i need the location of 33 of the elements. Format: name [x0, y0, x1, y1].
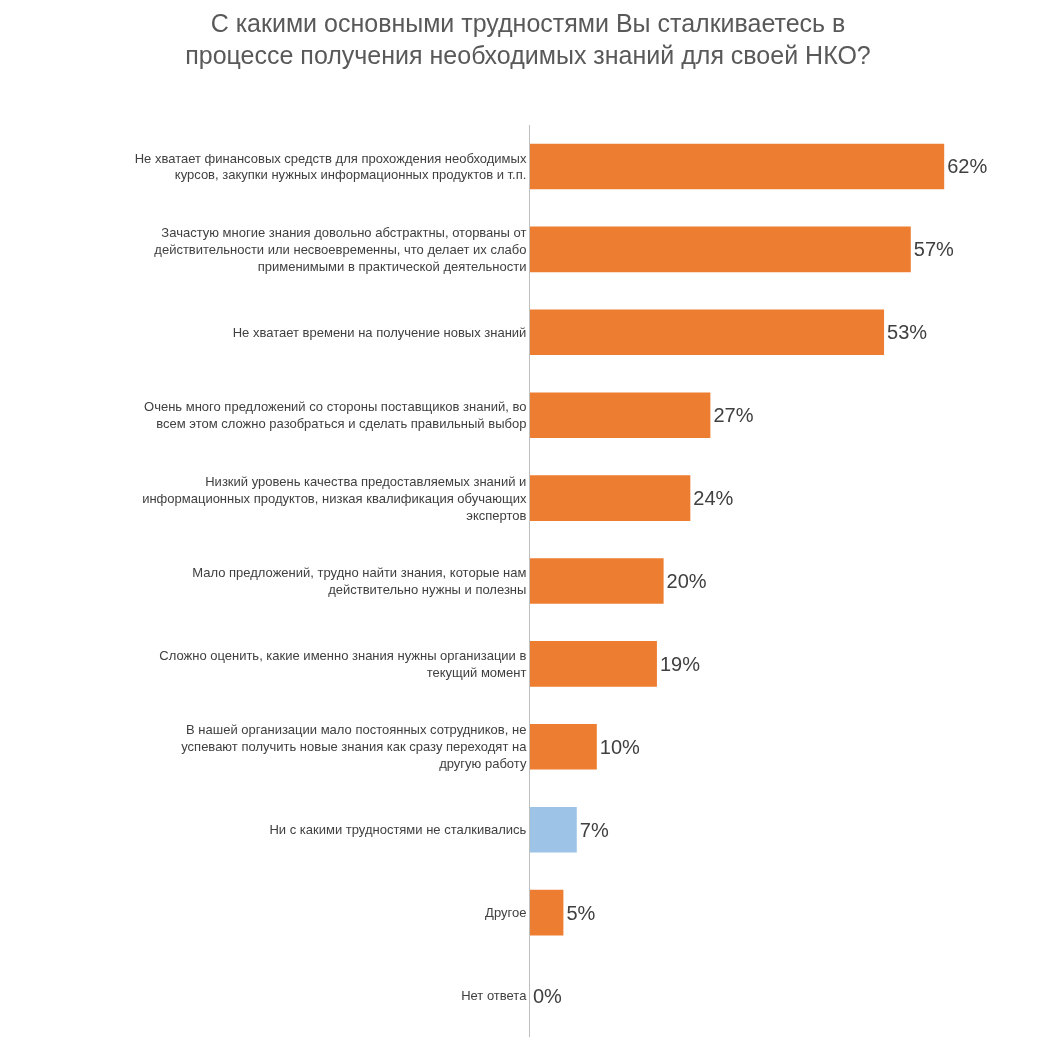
y-tick-label: Сложно оценить, какие именно знания нужны организации в текущий момент [159, 648, 527, 680]
y-tick-label: Не хватает времени на получение новых знаний [232, 324, 527, 340]
data-label: 20% [666, 570, 707, 592]
y-tick-label: Не хватает финансовых средств для прохождения необходимых курсов, закупки нужных информационных продуктов и т.п. [134, 150, 527, 183]
bar [530, 806, 577, 853]
bar [530, 641, 657, 687]
bar [530, 889, 564, 936]
y-tick-label: Низкий уровень качества предоставляемых знаний и информационных продуктов, низкая квалификация обучающих экспертов [142, 473, 527, 523]
bar [530, 226, 911, 273]
bar [530, 724, 597, 770]
bar [530, 392, 711, 438]
data-label: 10% [599, 735, 641, 758]
y-tick-label: Ни с какими трудностями не сталкивались [269, 822, 527, 838]
bar [530, 143, 945, 190]
data-label: 19% [659, 652, 701, 675]
bar [530, 558, 664, 604]
y-tick-label: В нашей организации мало постоянных сотрудников, не успевают получить новые знания как сразу переходят на другую работу [181, 722, 528, 772]
y-tick-label: Другое [485, 905, 527, 921]
data-label: 27% [713, 404, 754, 427]
y-tick-label: Очень много предложений со стороны поставщиков знаний, во всем этом сложно разобраться и сделать правильный выбор [144, 399, 527, 432]
bar [530, 475, 691, 521]
data-label: 62% [947, 155, 988, 178]
chart-title: С какими основными трудностями Вы сталкиваетесь в процессе получения необходимых знаний для своей НКО? [185, 8, 871, 70]
data-label: 7% [579, 818, 609, 841]
data-label: 0% [533, 984, 563, 1007]
y-tick-label: Зачастую многие знания довольно абстрактны, оторваны от действительности или несвоевременны, что делает их слабо применимыми в практической деятельности [154, 225, 527, 274]
data-label: 5% [566, 901, 596, 924]
data-label: 24% [693, 487, 734, 510]
y-tick-label: Нет ответа [461, 988, 528, 1004]
data-label: 57% [913, 238, 955, 261]
data-label: 53% [887, 321, 928, 344]
y-tick-label: Мало предложений, трудно найти знания, которые нам действительно нужны и полезны [192, 565, 527, 597]
bar [530, 309, 885, 356]
